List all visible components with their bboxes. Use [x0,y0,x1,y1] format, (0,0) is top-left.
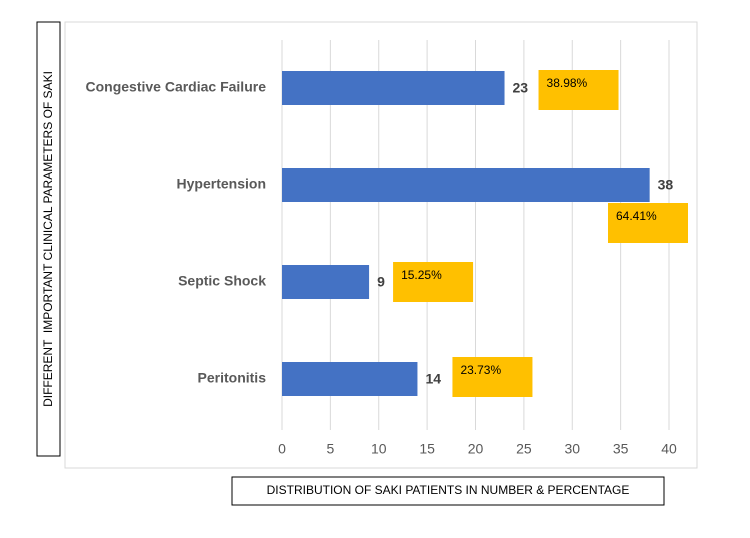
percent-label: 38.98% [547,76,588,90]
x-tick-label: 35 [613,441,629,457]
percent-box [452,357,533,397]
x-tick-label: 15 [419,441,435,457]
x-title-box [231,476,665,506]
x-tick-label: 20 [468,441,484,457]
y-axis-title: DIFFERENT IMPORTANT CLINICAL PARAMETERS … [41,71,55,407]
y-tick-label: Hypertension [177,176,266,192]
percent-label: 23.73% [460,363,501,377]
data-label: 14 [425,371,441,387]
data-label: 23 [513,80,529,96]
percent-label: 64.41% [616,209,657,223]
percent-box [608,203,688,243]
x-tick-label: 40 [661,441,677,457]
plot-border [64,21,698,469]
y-title-box [36,21,61,457]
percent-box [393,262,474,302]
x-axis-title: DISTRIBUTION OF SAKI PATIENTS IN NUMBER … [267,483,630,497]
bar [282,168,650,202]
x-tick-label: 30 [564,441,580,457]
y-tick-label: Peritonitis [198,370,267,386]
x-tick-label: 25 [516,441,532,457]
x-tick-label: 0 [278,441,286,457]
percent-label: 15.25% [401,268,442,282]
bar [282,362,418,396]
y-tick-label: Congestive Cardiac Failure [85,79,266,95]
data-label: 38 [658,177,674,193]
percent-box [538,70,619,110]
data-label: 9 [377,274,385,290]
bar [282,71,505,105]
x-tick-label: 5 [326,441,334,457]
y-tick-label: Septic Shock [178,273,266,289]
bar [282,265,370,299]
x-tick-label: 10 [371,441,387,457]
